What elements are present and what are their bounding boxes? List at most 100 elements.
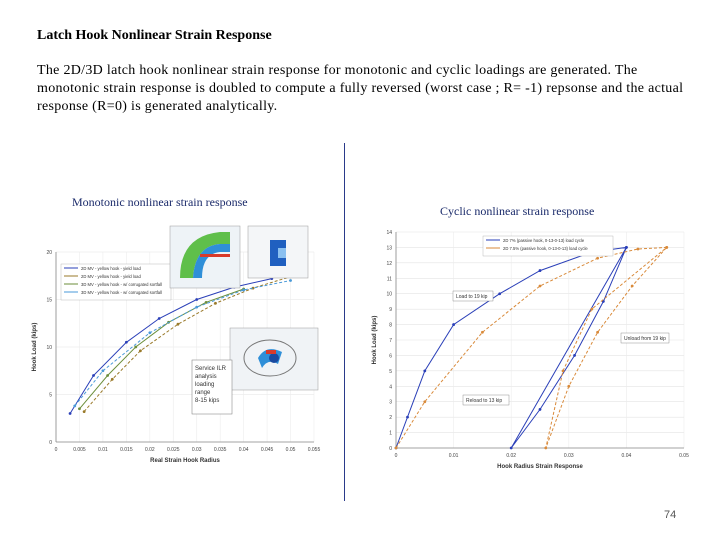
y-tick-label: 11	[387, 276, 392, 282]
x-tick-label: 0.03	[192, 447, 202, 453]
data-point	[481, 330, 484, 334]
data-point	[195, 298, 199, 301]
data-point	[204, 300, 208, 304]
data-point	[92, 374, 95, 377]
legend-box	[482, 235, 614, 257]
monotonic-chart: 0 5 10 15 20 0 0.005 0.01 0.015 0.02 0.025 0.03 0.03…	[32, 225, 321, 464]
data-point	[242, 288, 246, 292]
x-tick-label: 0.02	[145, 447, 155, 453]
legend-label: 3D MV - yellow hook - w/ corrugated sort…	[81, 282, 162, 287]
y-tick-label: 7	[389, 338, 392, 344]
data-point	[538, 269, 542, 272]
y-tick-label: 1	[389, 431, 392, 437]
service-load-annotation: Service ILR analysis loading range 8-15 …	[191, 359, 233, 415]
y-tick-label: 12	[386, 261, 392, 267]
data-point	[452, 323, 455, 326]
y-tick-label: 5	[389, 369, 392, 375]
data-point	[636, 247, 640, 251]
data-point	[538, 284, 542, 288]
data-point	[148, 331, 152, 335]
data-point	[596, 330, 599, 334]
x-axis-label: Real Strain Hook Radius	[150, 458, 220, 464]
data-point	[73, 404, 77, 408]
data-point	[567, 384, 571, 388]
y-tick-label: 0	[49, 440, 52, 446]
data-point	[157, 317, 161, 320]
caption-monotonic: Monotonic nonlinear strain response	[72, 195, 248, 209]
x-tick-label: 0	[55, 447, 58, 453]
y-tick-label: 13	[386, 245, 392, 251]
x-tick-label: 0.015	[120, 447, 133, 453]
series-line	[395, 246, 669, 449]
y-tick-label: 4	[389, 384, 392, 390]
data-point	[561, 369, 565, 373]
svg-text:analysis: analysis	[195, 374, 217, 380]
data-point	[68, 412, 72, 415]
svg-text:8-15 kips: 8-15 kips	[195, 398, 219, 404]
data-point	[573, 354, 576, 357]
data-point	[110, 377, 114, 381]
y-tick-label: 8	[389, 323, 392, 329]
x-tick-label: 0.005	[73, 447, 86, 453]
y-axis-label: Hook Load (kips)	[372, 316, 378, 365]
data-point	[176, 322, 180, 326]
y-tick-label: 5	[49, 393, 52, 399]
data-point	[590, 307, 594, 311]
x-tick-label: 0.035	[214, 447, 227, 453]
y-axis-label: Hook Load (kips)	[32, 323, 38, 372]
svg-text:Service ILR: Service ILR	[195, 366, 227, 372]
data-point	[214, 301, 217, 305]
data-point	[394, 446, 398, 450]
y-tick-label: 3	[389, 400, 392, 406]
data-point	[423, 369, 427, 373]
x-tick-label: 0.03	[564, 453, 574, 459]
monotonic-chart-panel: 0 5 10 15 20 0 0.005 0.01 0.015 0.02 0.025 0.03 0.03…	[30, 218, 326, 498]
data-point	[139, 349, 142, 353]
data-point	[289, 279, 292, 282]
x-axis-label: Hook Radius Strain Response	[497, 464, 583, 470]
y-tick-label: 0	[389, 446, 392, 452]
data-point	[538, 408, 542, 411]
slide-paragraph: The 2D/3D latch hook nonlinear strain re…	[37, 63, 684, 114]
data-point	[625, 246, 628, 249]
y-tick-label: 20	[46, 250, 52, 256]
caption-cyclic: Cyclic nonlinear strain response	[440, 204, 595, 218]
data-point	[544, 446, 548, 450]
legend-label: 2D MV - yellow hook - yield load	[81, 266, 141, 271]
data-point	[665, 246, 669, 249]
page-number: 74	[664, 509, 677, 521]
series-line	[79, 288, 244, 410]
x-tick-label: 0.05	[286, 447, 296, 453]
svg-text:range: range	[195, 390, 211, 396]
data-point	[78, 407, 81, 411]
x-tick-label: 0.025	[167, 447, 180, 453]
x-tick-label: 0.04	[622, 453, 632, 459]
x-tick-label: 0.02	[506, 453, 516, 459]
annotation-box	[462, 394, 510, 406]
legend-label: 2D 7.5% (passive hook, 0-13-0-13) load c…	[503, 246, 588, 251]
y-tick-label: 2	[389, 415, 392, 421]
data-point	[134, 345, 138, 349]
data-point	[106, 374, 109, 377]
y-tick-label: 15	[46, 298, 52, 304]
data-point	[82, 410, 86, 413]
legend-box	[60, 263, 172, 301]
annotation-label: Load to 19 kip	[456, 294, 488, 300]
x-tick-label: 0.01	[98, 447, 108, 453]
y-tick-label: 10	[386, 292, 392, 298]
slide-title: Latch Hook Nonlinear Strain Response	[37, 28, 272, 43]
data-point	[195, 305, 199, 309]
fea-model-inset-3	[229, 327, 319, 391]
y-tick-label: 14	[386, 230, 392, 236]
x-tick-label: 0.055	[308, 447, 321, 453]
fea-model-inset-1	[169, 225, 241, 289]
x-tick-label: 0.045	[261, 447, 274, 453]
data-point	[251, 286, 255, 290]
legend-label: 3D MV - yellow hook - w/ corrugated sort…	[81, 290, 162, 295]
data-point	[124, 340, 128, 344]
vertical-divider	[344, 143, 345, 501]
cyclic-chart-panel: 0 1 2 3 4 5 6 7 8 9 10 11 12 13 14 0 0.01 0.02 0.03 0.04 0.0…	[366, 222, 696, 472]
annotation-box	[620, 332, 670, 344]
data-point	[498, 292, 502, 296]
